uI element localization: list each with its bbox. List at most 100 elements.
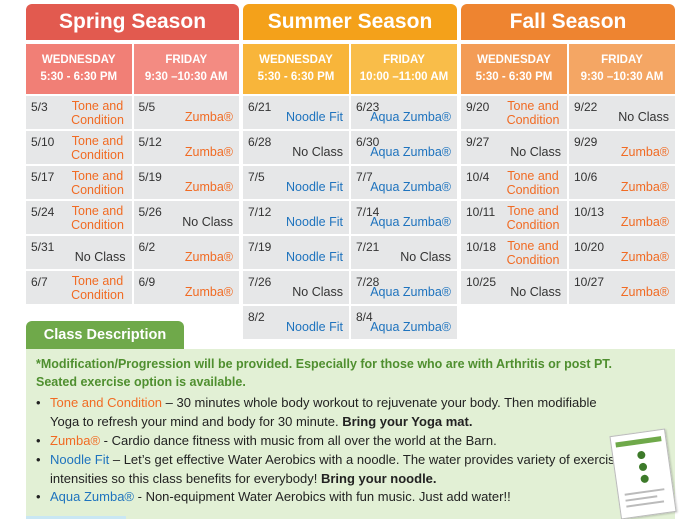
desc-name: Noodle Fit [50,451,110,467]
class-date: 8/4 [356,310,373,324]
desc-name: Tone and Condition [50,395,163,411]
class-name: Aqua Zumba® [370,320,451,334]
class-name: Aqua Zumba® [370,215,451,229]
wednesday-cell: 6/28 No Class [243,131,349,164]
table-row: 10/25 No Class 10/27 Zumba® [461,271,675,304]
class-name: Tone and Condition [71,134,124,163]
desc-text: – 30 minutes whole body workout to rejuv… [50,395,597,430]
class-date: 10/27 [574,275,605,289]
day-header-row: WEDNESDAY 5:30 - 6:30 PM FRIDAY 10:00 –11:0… [243,44,457,94]
table-row: 7/12 Noodle Fit 7/14 Aqua Zumba® [243,201,457,234]
table-row: 5/10 Tone and Condition 5/12 Zumba® [26,131,239,164]
flyer-tree-icon [638,462,648,472]
wednesday-label: WEDNESDAY [259,53,333,66]
friday-cell: 6/23 Aqua Zumba® [351,96,457,129]
schedule-rows: 5/3 Tone and Condition 5/5 Zumba® 5/10 Tone a… [26,96,239,304]
wednesday-time: 5:30 - 6:30 PM [40,71,118,83]
spring-season-table: Spring Season WEDNESDAY 5:30 - 6:30 PM FRID… [26,4,239,306]
friday-cell: 8/4 Aqua Zumba® [351,306,457,339]
wednesday-cell: 10/18 Tone and Condition [461,236,567,269]
flyer-thumbnail-image [609,428,677,519]
wednesday-cell: 7/12 Noodle Fit [243,201,349,234]
class-date: 10/6 [574,170,598,184]
class-date: 7/26 [248,275,272,289]
class-date: 9/27 [466,135,490,149]
class-date: 10/4 [466,170,490,184]
wednesday-label: WEDNESDAY [41,53,116,66]
desc-text: – Let’s get effective Water Aerobics wit… [50,451,622,486]
class-name: Tone and Condition [71,99,124,128]
wednesday-cell: 6/7 Tone and Condition [26,271,132,304]
class-name: Tone and Condition [506,99,560,128]
class-date: 6/9 [138,275,156,289]
desc-item-tone-and-condition: Tone and Condition – 30 minutes whole bo… [36,394,622,432]
table-row: 10/11 Tone and Condition 10/13 Zumba® [461,201,675,234]
class-name: No Class [400,250,451,264]
friday-cell: 9/22 No Class [569,96,675,129]
wednesday-time: 5:30 - 6:30 PM [257,71,335,83]
wednesday-cell: 9/20 Tone and Condition [461,96,567,129]
friday-cell: 10/13 Zumba® [569,201,675,234]
wednesday-cell: 8/2 Noodle Fit [243,306,349,339]
class-name: No Class [74,250,126,264]
table-row: 9/27 No Class 9/29 Zumba® [461,131,675,164]
class-name: Zumba® [620,215,669,229]
class-date: 5/10 [31,135,55,149]
friday-cell: 6/2 Zumba® [133,236,239,269]
modification-note-line-1: *Modification/Progression will be provid… [36,357,613,371]
friday-time: 9:30 –10:30 AM [144,71,228,83]
flyer-tree-icon [640,474,650,484]
class-name: No Class [292,285,343,299]
class-date: 9/20 [466,100,490,114]
wednesday-header: WEDNESDAY 5:30 - 6:30 PM [26,44,132,94]
flyer-tree-icon [636,450,646,460]
day-header-row: WEDNESDAY 5:30 - 6:30 PM FRIDAY 9:30 –10:30… [26,44,239,94]
friday-cell: 7/7 Aqua Zumba® [351,166,457,199]
class-date: 9/22 [574,100,598,114]
class-name: Noodle Fit [286,320,343,334]
table-row: 6/28 No Class 6/30 Aqua Zumba® [243,131,457,164]
friday-cell: 5/5 Zumba® [133,96,239,129]
friday-cell: 10/27 Zumba® [569,271,675,304]
season-title-text: Fall Season [509,10,627,33]
class-name: No Class [618,110,669,124]
modification-note: *Modification/Progression will be provid… [36,355,667,391]
class-date: 5/17 [31,170,55,184]
desc-item-aqua-zumba: Aqua Zumba® - Non-equipment Water Aerobi… [36,488,622,507]
class-name: Zumba® [184,285,233,299]
schedule-rows: 6/21 Noodle Fit 6/23 Aqua Zumba® 6/28 No Clas… [243,96,457,339]
class-date: 10/13 [574,205,605,219]
class-date: 6/30 [356,135,380,149]
friday-cell: 6/9 Zumba® [133,271,239,304]
class-name: Zumba® [620,145,669,159]
class-date: 5/3 [31,100,48,114]
table-row: 10/4 Tone and Condition 10/6 Zumba® [461,166,675,199]
class-name: Zumba® [620,250,669,264]
class-name: Tone and Condition [71,169,124,198]
wednesday-cell: 7/26 No Class [243,271,349,304]
friday-cell: 10/6 Zumba® [569,166,675,199]
season-title: Summer Season [243,4,457,40]
class-name: Tone and Condition [71,274,124,303]
wednesday-cell: 9/27 No Class [461,131,567,164]
table-row: 9/20 Tone and Condition 9/22 No Class [461,96,675,129]
class-name: Tone and Condition [506,204,560,233]
wednesday-time: 5:30 - 6:30 PM [475,71,553,83]
class-name: No Class [510,285,561,299]
class-name: Aqua Zumba® [370,110,451,124]
friday-header: FRIDAY 9:30 –10:30 AM [569,44,675,94]
table-row: 5/31 No Class 6/2 Zumba® [26,236,239,269]
table-row: 7/19 Noodle Fit 7/21 No Class [243,236,457,269]
class-date: 5/24 [31,205,55,219]
class-description-panel: *Modification/Progression will be provid… [26,349,675,519]
table-row: 10/18 Tone and Condition 10/20 Zumba® [461,236,675,269]
friday-time: 9:30 –10:30 AM [580,71,664,83]
class-name: No Class [182,215,233,229]
wednesday-cell: 5/17 Tone and Condition [26,166,132,199]
class-name: Tone and Condition [506,239,560,268]
class-name: Zumba® [620,180,669,194]
friday-time: 10:00 –11:00 AM [359,71,449,83]
class-date: 5/5 [138,100,156,114]
class-date: 10/25 [466,275,497,289]
desc-name: Aqua Zumba® [50,489,135,505]
